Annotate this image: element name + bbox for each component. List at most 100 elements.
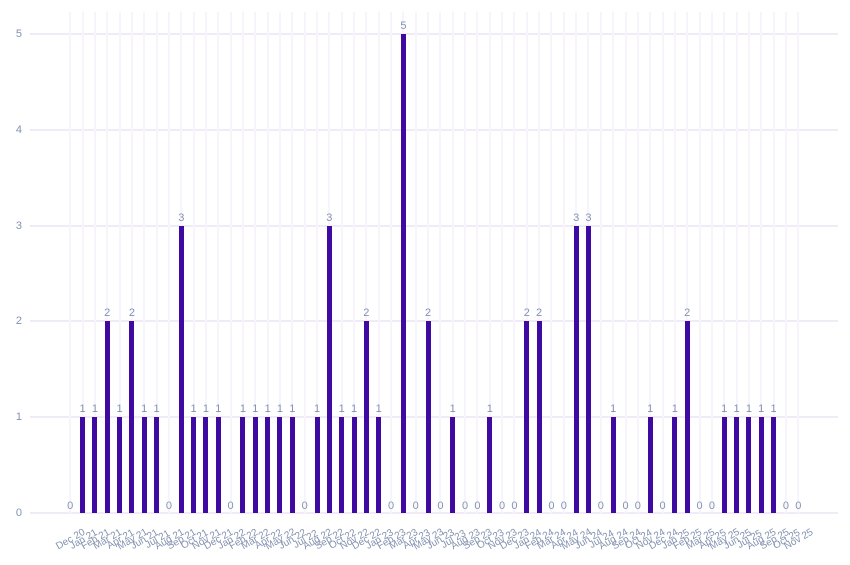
horizontal-gridline: [30, 224, 838, 227]
bar-mar-21[interactable]: [104, 321, 110, 513]
vertical-gridline: [624, 12, 627, 513]
bar-oct-21[interactable]: [191, 417, 197, 513]
bar-dec-22[interactable]: [363, 321, 369, 513]
bar-value-label: 1: [289, 403, 296, 416]
bar-jun-24[interactable]: [585, 225, 591, 513]
vertical-gridline: [303, 12, 306, 513]
bar-value-label: 1: [91, 403, 98, 416]
vertical-gridline: [476, 12, 479, 513]
vertical-gridline: [377, 12, 380, 513]
bar-value-label: 0: [462, 500, 469, 512]
vertical-gridline: [229, 12, 232, 513]
horizontal-gridline: [30, 33, 838, 35]
bar-value-label: 1: [647, 403, 654, 416]
bar-may-24[interactable]: [573, 225, 579, 513]
bar-sep-21[interactable]: [178, 225, 184, 513]
bar-value-label: 0: [511, 500, 518, 512]
bar-value-label: 1: [79, 403, 86, 416]
bar-nov-22[interactable]: [351, 417, 357, 513]
horizontal-gridline: [30, 512, 838, 514]
bar-apr-21[interactable]: [117, 417, 123, 513]
bar-may-25[interactable]: [721, 417, 727, 513]
bar-value-label: 2: [536, 307, 543, 320]
bar-jan-25[interactable]: [672, 417, 678, 513]
vertical-gridline: [266, 12, 269, 513]
bar-value-label: 0: [387, 500, 395, 512]
bar-value-label: 3: [178, 211, 185, 224]
vertical-gridline: [760, 12, 763, 513]
bar-may-21[interactable]: [129, 321, 135, 513]
vertical-gridline: [649, 12, 652, 513]
bar-value-label: 0: [782, 500, 789, 512]
vertical-gridline: [340, 12, 343, 513]
bar-value-label: 1: [264, 403, 271, 416]
bar-jun-21[interactable]: [141, 417, 147, 513]
bar-aug-24[interactable]: [610, 417, 616, 513]
vertical-gridline: [464, 12, 467, 513]
bar-aug-25[interactable]: [758, 417, 764, 513]
bar-jan-24[interactable]: [524, 321, 530, 513]
bar-sep-25[interactable]: [771, 417, 777, 513]
vertical-gridline: [538, 12, 541, 513]
bar-may-23[interactable]: [425, 321, 431, 513]
bar-jul-21[interactable]: [154, 417, 160, 513]
bar-sep-22[interactable]: [326, 225, 332, 513]
bar-nov-21[interactable]: [203, 417, 209, 513]
vertical-gridline: [167, 12, 170, 513]
bar-value-label: 2: [128, 307, 135, 320]
bar-value-label: 1: [202, 403, 209, 416]
bar-value-label: 1: [350, 403, 358, 416]
bar-value-label: 1: [758, 403, 765, 416]
vertical-gridline: [797, 12, 800, 513]
vertical-gridline: [204, 12, 207, 513]
bar-value-label: 5: [400, 20, 407, 32]
bar-jun-25[interactable]: [734, 417, 740, 513]
bar-value-label: 0: [301, 500, 308, 512]
vertical-gridline: [451, 12, 454, 513]
bar-oct-23[interactable]: [487, 417, 493, 513]
bar-jun-22[interactable]: [289, 417, 295, 513]
bar-value-label: 0: [412, 500, 419, 512]
bar-oct-22[interactable]: [339, 417, 345, 513]
bar-jul-23[interactable]: [450, 417, 456, 513]
bar-jan-21[interactable]: [80, 417, 86, 513]
vertical-gridline: [390, 12, 393, 513]
bar-value-label: 2: [424, 307, 432, 320]
bar-value-label: 1: [153, 403, 160, 416]
bar-apr-22[interactable]: [265, 417, 271, 513]
vertical-gridline: [710, 12, 713, 513]
bar-value-label: 1: [721, 403, 728, 416]
bar-value-label: 1: [141, 403, 148, 416]
vertical-gridline: [81, 12, 84, 513]
bar-feb-22[interactable]: [240, 417, 246, 513]
bar-mar-23[interactable]: [400, 34, 406, 513]
bar-aug-22[interactable]: [314, 417, 320, 513]
bar-feb-21[interactable]: [92, 417, 98, 513]
bar-feb-25[interactable]: [684, 321, 690, 513]
vertical-gridline: [316, 12, 318, 513]
vertical-gridline: [784, 12, 787, 513]
bar-nov-24[interactable]: [647, 417, 653, 513]
vertical-gridline: [513, 12, 516, 513]
bar-value-label: 1: [375, 403, 382, 416]
bar-value-label: 0: [499, 500, 506, 512]
vertical-gridline: [723, 12, 726, 513]
vertical-gridline: [747, 12, 750, 513]
bar-value-label: 3: [326, 211, 333, 224]
bar-value-label: 2: [684, 307, 691, 320]
bar-dec-21[interactable]: [215, 417, 221, 513]
bar-mar-22[interactable]: [252, 417, 258, 513]
y-tick-label: 2: [15, 315, 22, 328]
bar-jul-25[interactable]: [746, 417, 752, 513]
bar-jan-23[interactable]: [376, 417, 382, 513]
bar-value-label: 0: [548, 500, 555, 512]
bar-may-22[interactable]: [277, 417, 283, 513]
horizontal-gridline: [30, 320, 838, 323]
bar-value-label: 1: [486, 403, 493, 416]
bar-feb-24[interactable]: [536, 321, 542, 513]
vertical-gridline: [217, 12, 220, 513]
y-tick-label: 3: [15, 219, 22, 232]
vertical-gridline: [772, 12, 775, 513]
